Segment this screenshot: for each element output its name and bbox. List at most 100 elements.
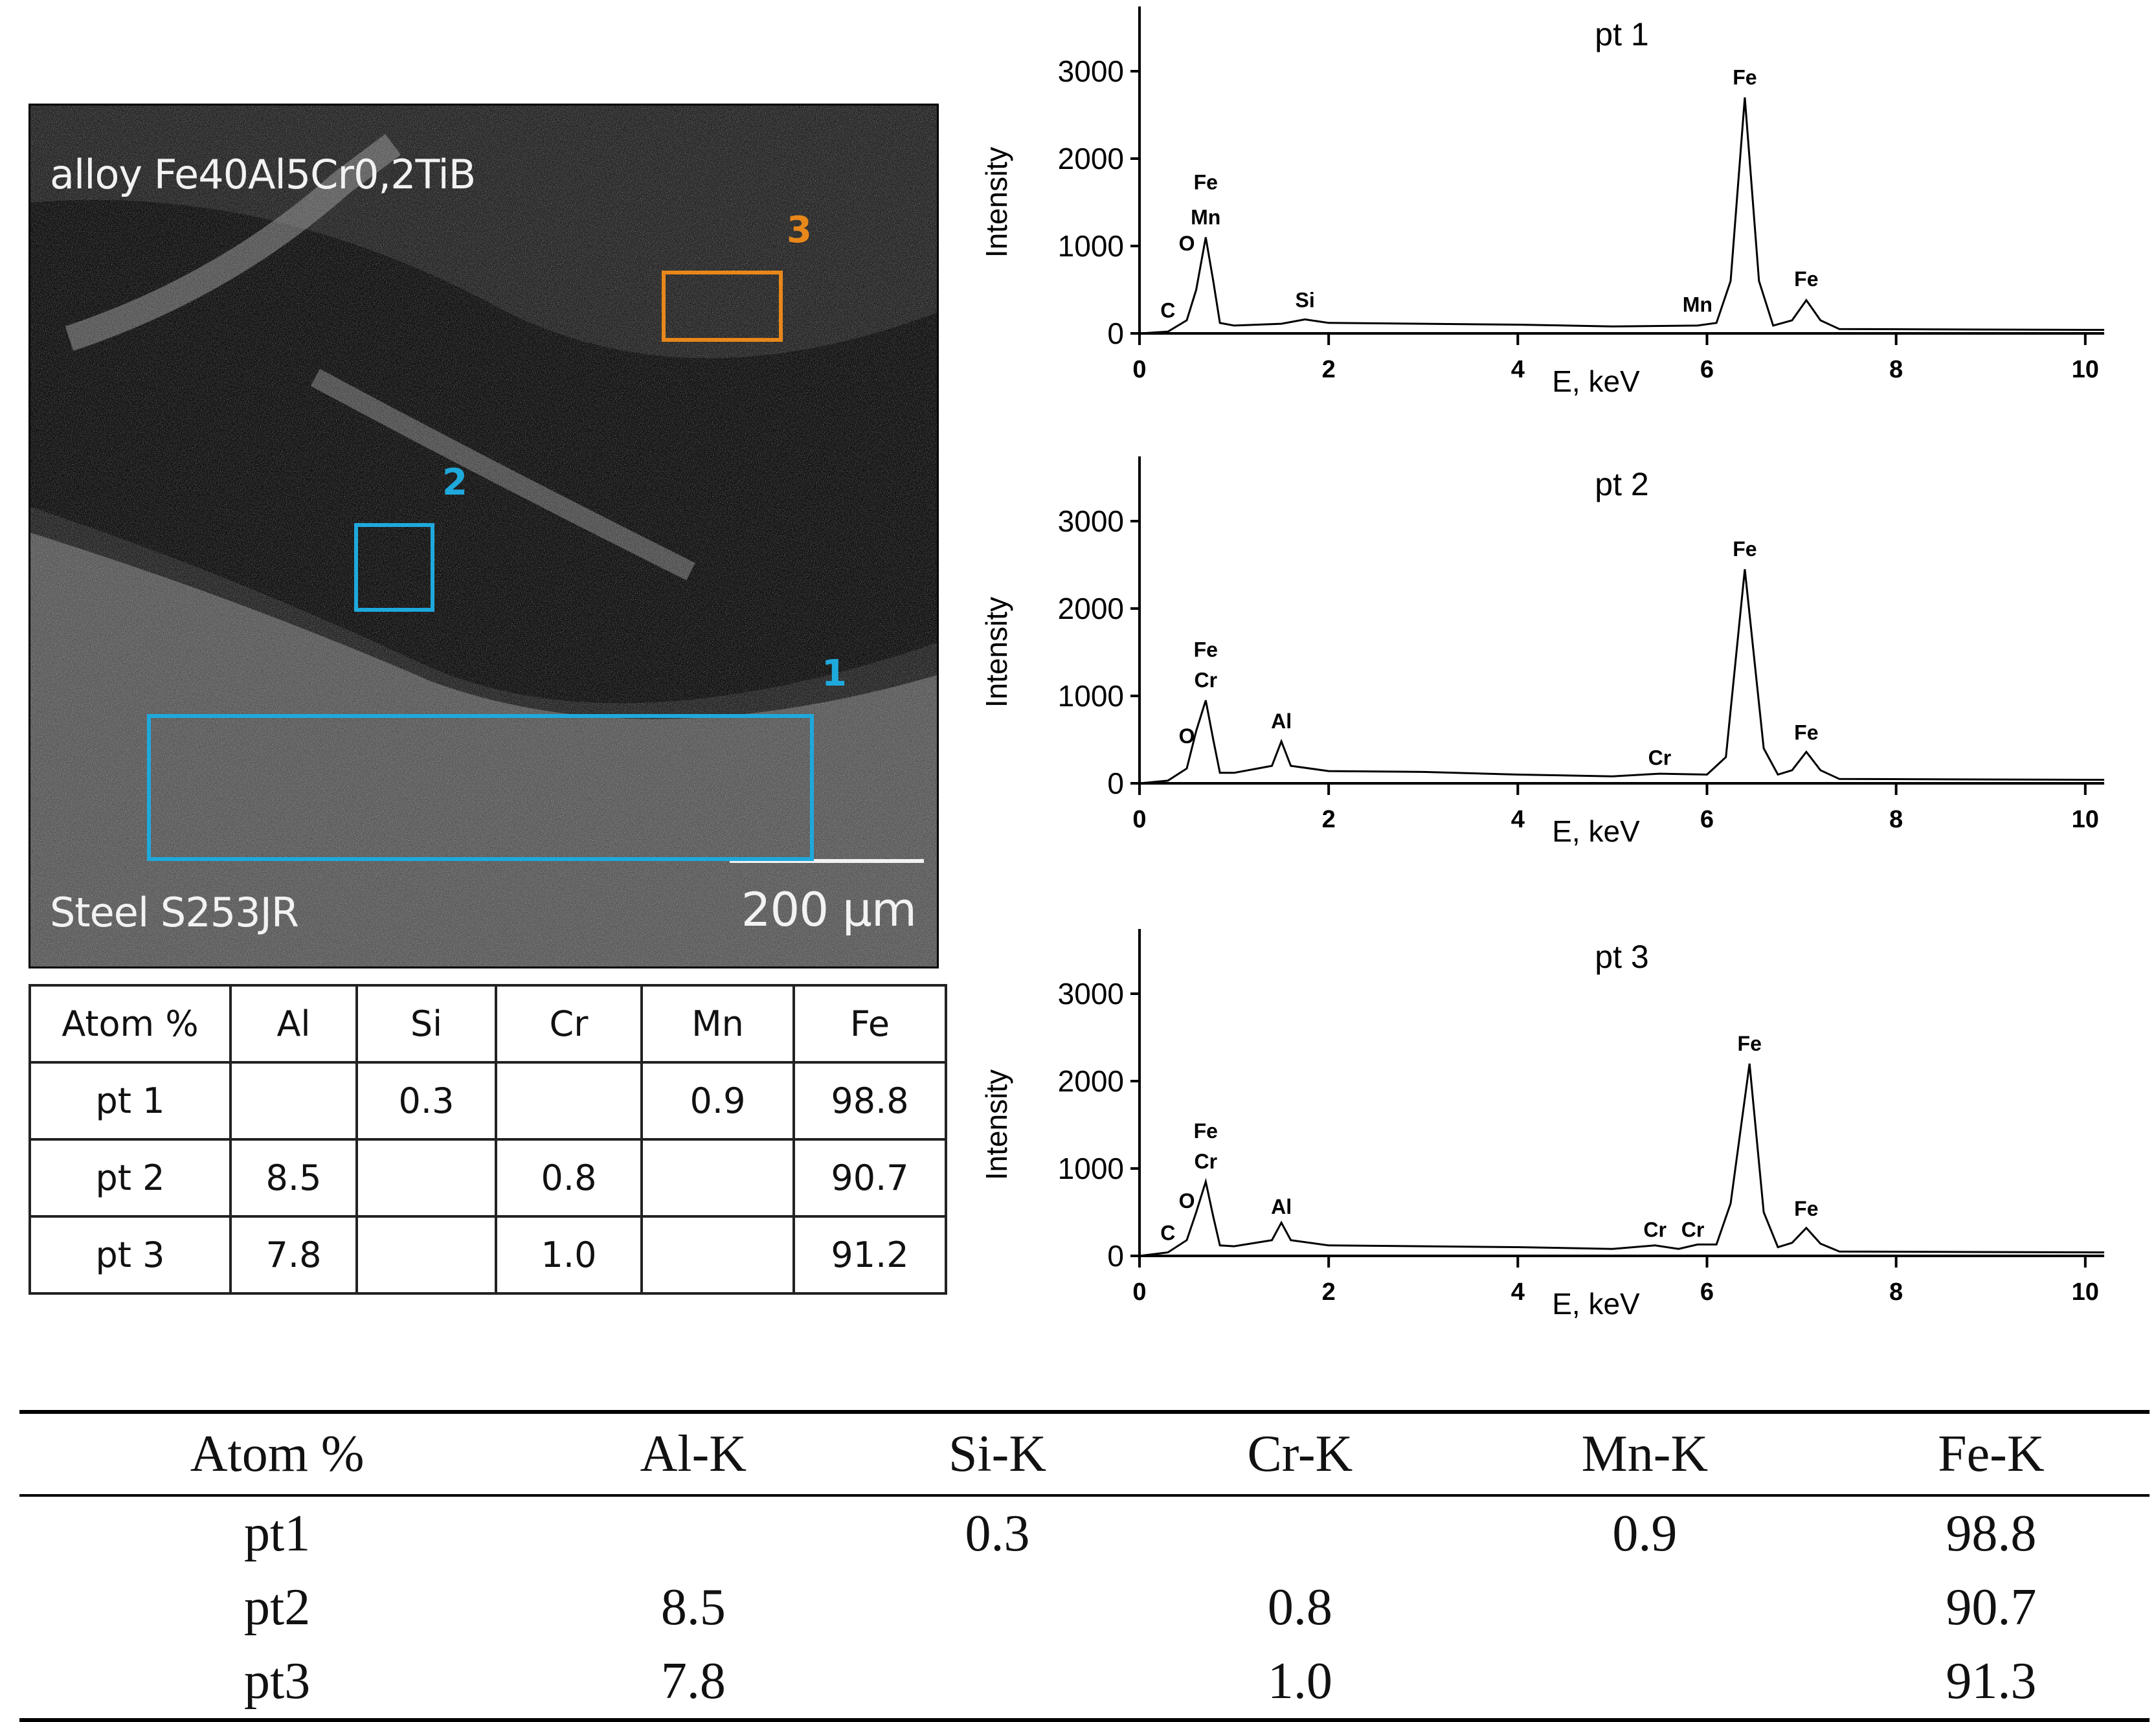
- table-cell: 91.2: [792, 1215, 947, 1295]
- spectrum-pt1: 0 1000 2000 3000 0 2 4 6 8 10 pt 1 E, keV Intensity C…: [945, 6, 2111, 424]
- x-tick-label: 8: [1889, 356, 1903, 383]
- table-row: pt1 0.3 0.9 98.8: [19, 1495, 2150, 1571]
- peak-label: Mn: [1683, 293, 1712, 316]
- peak-label: Fe: [1194, 1119, 1218, 1143]
- table-cell: 0.3: [355, 1061, 497, 1141]
- table-header: Si: [355, 984, 497, 1064]
- peak-label: Fe: [1733, 65, 1757, 89]
- table-cell: 8.5: [660, 1578, 726, 1636]
- x-tick-label: 4: [1511, 1279, 1525, 1306]
- x-axis-label: E, keV: [1552, 1287, 1640, 1321]
- table-header: Al-K: [535, 1410, 852, 1497]
- table-cell: pt 2: [28, 1138, 232, 1218]
- y-tick-label: 2000: [1058, 142, 1124, 175]
- table-cell: 8.5: [229, 1138, 358, 1218]
- x-tick-label: 10: [2072, 356, 2099, 383]
- y-tick-label: 0: [1107, 766, 1124, 800]
- peak-label: Mn: [1191, 205, 1220, 229]
- peak-label: O: [1179, 232, 1195, 255]
- table-header: Si-K: [851, 1410, 1143, 1497]
- x-axis-label: E, keV: [1552, 364, 1640, 398]
- table-cell: [1143, 1495, 1457, 1571]
- chart-title: pt 3: [1595, 939, 1648, 975]
- table-header: Fe: [792, 984, 947, 1064]
- peak-label: Cr: [1648, 746, 1672, 770]
- y-tick-label: 2000: [1058, 1064, 1124, 1098]
- marker-1: 1: [822, 653, 847, 695]
- peak-label: Fe: [1194, 170, 1218, 194]
- x-tick-label: 2: [1322, 1279, 1336, 1306]
- table-cell: 1.0: [1143, 1644, 1457, 1722]
- steel-label: Steel S253JR: [50, 889, 299, 936]
- peak-label: Fe: [1794, 267, 1818, 291]
- table-cell: 7.8: [535, 1644, 852, 1722]
- table-cell: pt3: [19, 1644, 535, 1722]
- spectrum-pt3: 0 1000 2000 3000 0 2 4 6 8 10 pt 3 E, keV Intensity C…: [945, 929, 2111, 1347]
- table-cell: 98.8: [1946, 1504, 2037, 1562]
- spectrum-pt1-svg: 0 1000 2000 3000 0 2 4 6 8 10 pt 1 E, keV Intensity C…: [980, 6, 2105, 398]
- x-tick-label: 10: [2072, 806, 2099, 833]
- chart-title: pt 1: [1595, 16, 1648, 52]
- x-tick-label: 2: [1322, 356, 1336, 383]
- spectrum-line: [1139, 569, 2105, 785]
- x-tick-label: 8: [1889, 1279, 1903, 1306]
- spectrum-line: [1139, 97, 2105, 335]
- composition-table-small: Atom % Al Si Cr Mn Fe pt 1 0.3 0.9 98.8 …: [28, 984, 947, 1295]
- table-header: Atom %: [19, 1410, 535, 1497]
- table-cell: 0.3: [965, 1504, 1030, 1562]
- table-header: Al: [229, 984, 358, 1064]
- x-tick-label: 4: [1511, 356, 1525, 383]
- x-tick-label: 0: [1132, 356, 1146, 383]
- peak-label: Cr: [1194, 1150, 1217, 1173]
- table-header: Mn-K: [1457, 1410, 1833, 1497]
- table-cell: 1.0: [495, 1215, 643, 1295]
- table-row: pt 1 0.3 0.9 98.8: [28, 1061, 947, 1141]
- peak-label: O: [1179, 1189, 1195, 1213]
- spectrum-pt2-svg: 0 1000 2000 3000 0 2 4 6 8 10 pt 2 E, keV Intensity O…: [980, 456, 2105, 848]
- table-cell: 0.8: [1267, 1578, 1332, 1636]
- x-tick-label: 6: [1700, 356, 1714, 383]
- x-tick-label: 10: [2072, 1279, 2099, 1306]
- pt1-box: [147, 714, 814, 861]
- table-cell: 0.8: [495, 1138, 643, 1218]
- y-axis-label: Intensity: [980, 597, 1013, 708]
- table-header: Cr: [495, 984, 643, 1064]
- peak-label: Cr: [1681, 1218, 1705, 1241]
- x-axis-label: E, keV: [1552, 814, 1640, 848]
- y-tick-label: 1000: [1058, 679, 1124, 713]
- peak-label: Al: [1271, 710, 1292, 733]
- sem-micrograph: alloy Fe40Al5Cr0,2TiB Steel S253JR 200 µ…: [28, 104, 939, 968]
- table-row: pt3 7.8 1.0 91.3: [19, 1644, 2150, 1722]
- y-tick-label: 1000: [1058, 229, 1124, 263]
- x-tick-label: 6: [1700, 806, 1714, 833]
- table-cell: 98.8: [792, 1061, 947, 1141]
- table-cell: [355, 1138, 497, 1218]
- y-tick-label: 3000: [1058, 977, 1124, 1011]
- x-tick-label: 4: [1511, 806, 1525, 833]
- y-tick-label: 3000: [1058, 54, 1124, 88]
- peak-label: Fe: [1733, 537, 1757, 561]
- table-cell: 91.3: [1832, 1644, 2150, 1722]
- peak-label: Cr: [1643, 1218, 1667, 1241]
- table-cell: [640, 1138, 795, 1218]
- peak-label: Cr: [1194, 669, 1217, 692]
- table-cell: pt2: [244, 1578, 311, 1636]
- table-row: pt 3 7.8 1.0 91.2: [28, 1215, 947, 1295]
- table-cell: pt 1: [28, 1061, 232, 1141]
- spectrum-pt3-svg: 0 1000 2000 3000 0 2 4 6 8 10 pt 3 E, keV Intensity C…: [980, 929, 2105, 1321]
- table-cell: [355, 1215, 497, 1295]
- peak-label: Al: [1271, 1195, 1292, 1218]
- peak-label: Fe: [1194, 638, 1218, 661]
- table-row: pt 2 8.5 0.8 90.7: [28, 1138, 947, 1218]
- table-cell: [535, 1495, 851, 1571]
- peak-label: Fe: [1794, 1197, 1818, 1220]
- x-tick-label: 8: [1889, 806, 1903, 833]
- table-header-row: Atom % Al Si Cr Mn Fe: [28, 984, 947, 1064]
- peak-label: O: [1179, 724, 1195, 748]
- scale-bar: [730, 859, 924, 863]
- table-cell: [495, 1061, 643, 1141]
- table-header: Atom %: [28, 984, 232, 1064]
- x-tick-label: 0: [1132, 1279, 1146, 1306]
- table-cell: 90.7: [1946, 1578, 2037, 1636]
- spectrum-pt2: 0 1000 2000 3000 0 2 4 6 8 10 pt 2 E, keV Intensity O…: [945, 456, 2111, 874]
